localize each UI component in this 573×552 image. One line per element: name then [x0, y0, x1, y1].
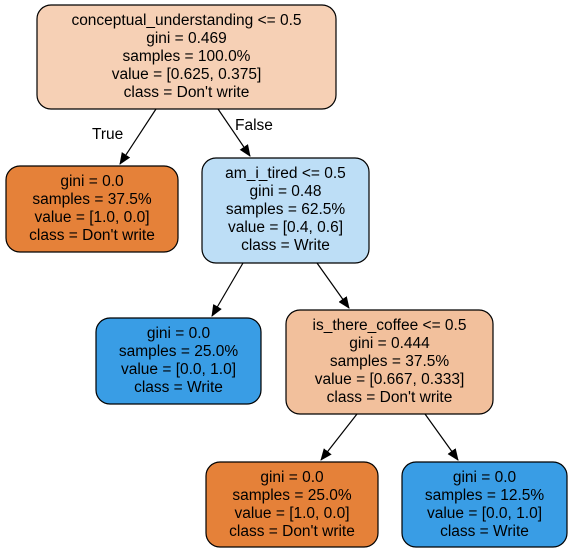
edge-n4-n5: [320, 413, 358, 461]
node-class: class = Write: [440, 523, 529, 540]
tree-node-leaf-write-1: gini = 0.0 samples = 25.0% value = [0.0,…: [95, 317, 262, 405]
node-box: [205, 461, 379, 548]
node-class: class = Don't write: [29, 227, 155, 244]
node-class: class = Write: [241, 237, 330, 254]
tree-node-leaf-dont-write-2: gini = 0.0 samples = 25.0% value = [1.0,…: [205, 461, 379, 548]
node-samples: samples = 25.0%: [119, 343, 239, 360]
edge-n2-n4: [316, 262, 350, 309]
edge-n4-n6: [424, 413, 459, 461]
node-value: value = [0.4, 0.6]: [228, 219, 343, 236]
node-samples: samples = 25.0%: [232, 487, 352, 504]
node-samples: samples = 12.5%: [425, 487, 545, 504]
edges: [119, 108, 459, 461]
tree-node-leaf-dont-write-1: gini = 0.0 samples = 37.5% value = [1.0,…: [5, 165, 179, 253]
node-value: value = [0.625, 0.375]: [112, 66, 262, 83]
node-split-condition: conceptual_understanding <= 0.5: [71, 12, 301, 29]
edge-n0-n2: [217, 108, 251, 157]
tree-node-is-there-coffee: is_there_coffee <= 0.5 gini = 0.444 samp…: [285, 309, 494, 415]
node-gini: gini = 0.48: [250, 183, 322, 200]
tree-node-am-i-tired: am_i_tired <= 0.5 gini = 0.48 samples = …: [201, 157, 370, 264]
node-box: [5, 165, 179, 253]
tree-node-root: conceptual_understanding <= 0.5 gini = 0…: [36, 4, 337, 110]
node-box: [201, 157, 370, 264]
node-value: value = [0.0, 1.0]: [121, 361, 236, 378]
node-gini: gini = 0.0: [260, 469, 324, 486]
node-samples: samples = 37.5%: [32, 191, 152, 208]
node-gini: gini = 0.0: [147, 325, 211, 342]
node-value: value = [1.0, 0.0]: [234, 505, 349, 522]
node-box: [36, 4, 337, 110]
node-samples: samples = 37.5%: [330, 353, 450, 370]
node-box: [401, 461, 568, 548]
node-value: value = [0.667, 0.333]: [315, 371, 465, 388]
node-class: class = Don't write: [327, 389, 453, 406]
node-gini: gini = 0.0: [60, 173, 124, 190]
node-class: class = Write: [134, 379, 223, 396]
node-gini: gini = 0.444: [349, 335, 430, 352]
edge-n0-n1: [119, 108, 157, 165]
node-gini: gini = 0.0: [453, 469, 517, 486]
node-samples: samples = 100.0%: [123, 48, 251, 65]
node-gini: gini = 0.469: [146, 30, 227, 47]
tree-node-leaf-write-2: gini = 0.0 samples = 12.5% value = [0.0,…: [401, 461, 568, 548]
node-value: value = [1.0, 0.0]: [34, 209, 149, 226]
node-box: [285, 309, 494, 415]
node-class: class = Don't write: [124, 84, 250, 101]
edge-label-false: False: [235, 117, 273, 134]
node-box: [95, 317, 262, 405]
edge-n2-n3: [211, 262, 244, 317]
edge-label-true: True: [92, 126, 123, 143]
node-split-condition: am_i_tired <= 0.5: [225, 165, 346, 182]
node-class: class = Don't write: [229, 523, 355, 540]
node-samples: samples = 62.5%: [226, 201, 346, 218]
node-value: value = [0.0, 1.0]: [427, 505, 542, 522]
node-split-condition: is_there_coffee <= 0.5: [313, 317, 467, 334]
